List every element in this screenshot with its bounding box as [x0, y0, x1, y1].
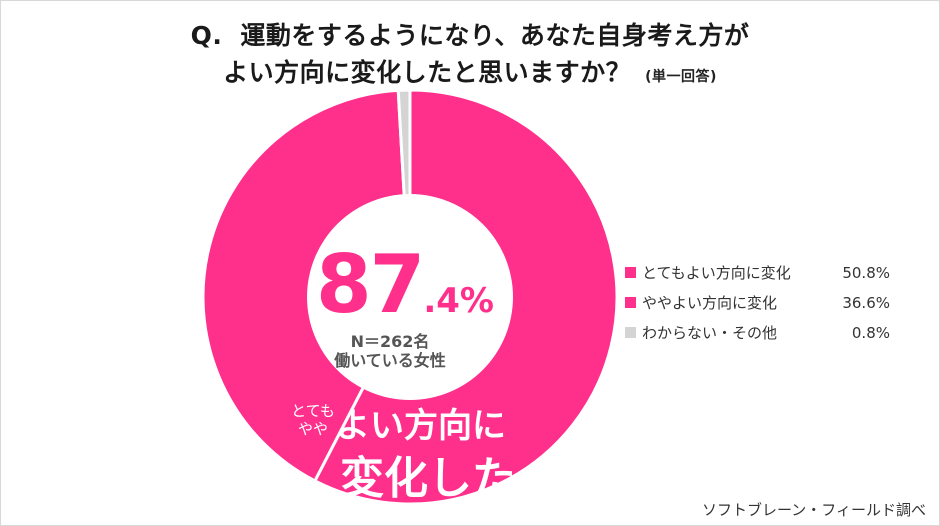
legend-value: 50.8% — [842, 264, 890, 282]
legend-swatch — [625, 327, 636, 338]
question-text-line2: よい方向に変化したと思いますか？ — [223, 58, 632, 87]
center-sample-info: N＝262名 働いている女性 — [300, 332, 480, 370]
legend-label: とてもよい方向に変化 — [642, 264, 791, 282]
legend-value: 0.8% — [851, 324, 890, 342]
overlay-label-yaya: やや — [297, 420, 328, 438]
chart-title-line1: Q. 運動をするようになり、あなた自身考え方が — [0, 16, 940, 52]
center-value-integer: 87 — [316, 238, 425, 331]
donut-hole — [307, 194, 513, 400]
legend-swatch — [625, 267, 636, 278]
legend-value: 36.6% — [842, 294, 890, 312]
question-prefix: Q. — [190, 21, 223, 50]
legend-item-1: とてもよい方向に変化 50.8% — [625, 262, 890, 292]
question-text-line1: 運動をするようになり、あなた自身考え方が — [240, 21, 750, 50]
chart-legend: とてもよい方向に変化 50.8% ややよい方向に変化 36.6% わからない・その他 0.… — [625, 262, 890, 352]
overlay-label-totemo: とても — [291, 402, 335, 420]
chart-title-line2: よい方向に変化したと思いますか？ (単一回答) — [0, 53, 940, 89]
answer-type-note: (単一回答) — [645, 69, 717, 85]
source-note: ソフトブレーン・フィールド調べ — [702, 501, 926, 519]
legend-label: わからない・その他 — [642, 324, 778, 342]
overlay-small-labels: とても やや — [288, 402, 338, 438]
legend-label: ややよい方向に変化 — [642, 294, 778, 312]
sample-size: N＝262名 — [350, 332, 430, 351]
legend-item-3: わからない・その他 0.8% — [625, 322, 890, 352]
legend-swatch — [625, 297, 636, 308]
overlay-big-line2: 変化した — [340, 453, 516, 504]
center-total-value: 87.4% — [316, 238, 516, 331]
sample-group: 働いている女性 — [334, 351, 446, 370]
overlay-big-line1: よい方向に — [336, 406, 506, 446]
legend-item-2: ややよい方向に変化 36.6% — [625, 292, 890, 322]
center-value-decimal: .4% — [423, 281, 494, 321]
